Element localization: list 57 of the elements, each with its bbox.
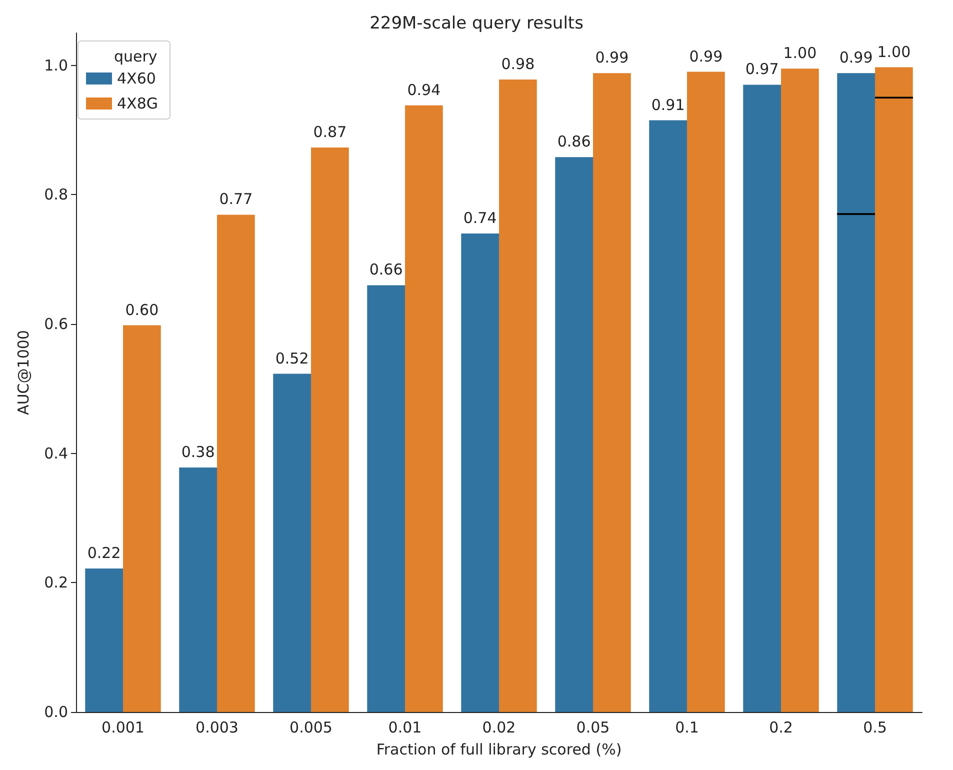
- bar: [875, 67, 913, 712]
- bar: [123, 325, 161, 712]
- bar: [687, 72, 725, 712]
- legend-label: 4X8G: [117, 94, 158, 112]
- data-label: 0.74: [463, 208, 497, 227]
- bar: [311, 147, 349, 712]
- data-label: 0.60: [125, 300, 159, 319]
- data-label: 0.91: [651, 96, 685, 114]
- bar: [85, 568, 123, 712]
- bar: [367, 285, 405, 712]
- x-tick-label: 0.001: [102, 718, 144, 736]
- x-tick-label: 0.05: [576, 718, 610, 736]
- bar: [273, 374, 311, 712]
- y-tick-label: 0.4: [44, 444, 68, 462]
- bar: [649, 120, 687, 712]
- x-tick-label: 0.5: [863, 718, 887, 736]
- y-tick-label: 1.0: [44, 56, 68, 74]
- bar: [499, 80, 537, 712]
- bar: [217, 214, 255, 712]
- y-tick-label: 0.8: [44, 186, 68, 204]
- bar: [781, 68, 819, 712]
- bar: [837, 73, 875, 712]
- data-label: 0.99: [839, 48, 873, 67]
- bar: [593, 73, 631, 712]
- x-axis-title: Fraction of full library scored (%): [376, 740, 622, 758]
- data-label: 0.99: [595, 48, 629, 67]
- bar: [555, 157, 593, 712]
- data-label: 0.77: [219, 190, 253, 208]
- data-label: 0.94: [407, 80, 441, 99]
- bar: [405, 105, 443, 712]
- bar: [179, 468, 217, 712]
- y-tick-label: 0.0: [44, 703, 68, 721]
- data-label: 0.86: [557, 132, 591, 151]
- data-label: 0.97: [745, 60, 779, 78]
- x-tick-label: 0.01: [388, 718, 422, 736]
- x-tick-label: 0.2: [769, 718, 793, 736]
- y-tick-label: 0.6: [44, 315, 68, 333]
- data-label: 0.22: [87, 544, 121, 562]
- x-tick-label: 0.005: [290, 718, 332, 736]
- bar: [743, 84, 781, 712]
- data-label: 0.87: [313, 122, 347, 141]
- legend-title: query: [114, 48, 158, 66]
- x-tick-label: 0.02: [482, 718, 516, 736]
- data-label: 0.98: [501, 55, 535, 74]
- x-tick-label: 0.1: [675, 718, 699, 736]
- data-label: 0.66: [369, 260, 403, 279]
- legend-label: 4X60: [117, 70, 156, 88]
- chart-title: 229M-scale query results: [370, 14, 584, 34]
- data-label: 0.99: [689, 47, 723, 66]
- y-tick-label: 0.2: [44, 574, 68, 592]
- y-axis-title: AUC@1000: [14, 330, 32, 415]
- data-label: 1.00: [877, 42, 911, 61]
- x-tick-label: 0.003: [196, 718, 238, 736]
- bar: [461, 233, 499, 712]
- data-label: 0.38: [181, 443, 215, 462]
- data-label: 0.52: [275, 349, 309, 368]
- data-label: 1.00: [783, 44, 817, 62]
